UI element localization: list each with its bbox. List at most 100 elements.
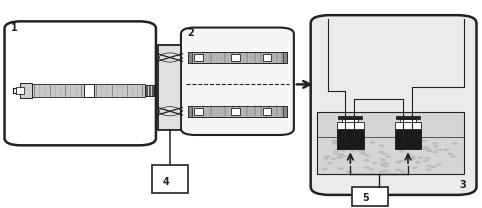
Circle shape: [336, 156, 342, 159]
Bar: [400, 119, 416, 122]
Text: 2: 2: [187, 28, 194, 38]
Circle shape: [436, 163, 442, 166]
Bar: [351, 187, 388, 206]
Circle shape: [368, 168, 374, 171]
Circle shape: [340, 149, 346, 152]
Text: 4: 4: [162, 177, 169, 187]
Circle shape: [359, 150, 365, 152]
Circle shape: [427, 150, 432, 152]
Bar: [283, 52, 287, 63]
Circle shape: [423, 160, 428, 162]
Circle shape: [426, 148, 431, 150]
Circle shape: [383, 170, 388, 172]
Circle shape: [384, 162, 389, 165]
Bar: [188, 52, 287, 63]
Bar: [263, 108, 271, 115]
Bar: [342, 119, 358, 122]
Circle shape: [338, 153, 344, 156]
Bar: [283, 105, 287, 117]
Circle shape: [381, 165, 387, 167]
Circle shape: [423, 146, 429, 148]
Bar: [83, 84, 94, 97]
Text: 1: 1: [11, 23, 18, 33]
Bar: [145, 85, 155, 96]
FancyBboxPatch shape: [4, 21, 156, 145]
Bar: [395, 129, 421, 150]
Circle shape: [383, 165, 389, 167]
Circle shape: [410, 158, 415, 160]
Circle shape: [357, 150, 363, 152]
Circle shape: [378, 151, 384, 153]
Circle shape: [360, 151, 366, 153]
Circle shape: [364, 166, 370, 169]
Bar: [337, 129, 363, 150]
Circle shape: [426, 165, 431, 167]
Circle shape: [396, 146, 402, 149]
Circle shape: [355, 140, 361, 142]
Circle shape: [343, 144, 349, 146]
Circle shape: [395, 161, 401, 164]
Circle shape: [407, 145, 413, 147]
Bar: [395, 122, 421, 129]
Circle shape: [437, 149, 442, 151]
Circle shape: [340, 149, 346, 151]
Circle shape: [415, 146, 421, 149]
Circle shape: [406, 153, 412, 156]
Bar: [338, 116, 362, 119]
Circle shape: [372, 162, 378, 164]
Bar: [194, 108, 202, 115]
Circle shape: [410, 156, 416, 158]
Circle shape: [361, 152, 366, 155]
Bar: [396, 116, 420, 119]
Bar: [188, 105, 287, 117]
Circle shape: [336, 156, 342, 158]
Circle shape: [331, 158, 336, 160]
Circle shape: [400, 170, 405, 173]
Circle shape: [327, 162, 333, 164]
Circle shape: [323, 157, 329, 160]
Circle shape: [399, 150, 404, 153]
Bar: [337, 122, 363, 129]
Circle shape: [350, 150, 356, 152]
Circle shape: [380, 164, 386, 166]
Bar: [231, 54, 240, 61]
Circle shape: [421, 140, 427, 142]
Circle shape: [370, 141, 375, 144]
Bar: [263, 54, 271, 61]
Circle shape: [432, 142, 438, 145]
Bar: [188, 52, 192, 63]
Circle shape: [364, 154, 370, 157]
FancyBboxPatch shape: [181, 27, 294, 135]
Circle shape: [386, 155, 391, 158]
Bar: [317, 112, 464, 174]
Circle shape: [380, 162, 386, 165]
Circle shape: [450, 156, 456, 158]
Bar: [194, 54, 202, 61]
Circle shape: [348, 158, 354, 160]
Text: 3: 3: [460, 180, 467, 190]
Circle shape: [426, 168, 432, 171]
Circle shape: [395, 169, 401, 171]
Circle shape: [382, 153, 388, 155]
Circle shape: [324, 155, 330, 158]
Circle shape: [338, 167, 344, 170]
Circle shape: [363, 159, 369, 162]
Circle shape: [425, 157, 430, 159]
Circle shape: [412, 166, 418, 169]
Circle shape: [335, 140, 341, 143]
Circle shape: [379, 170, 385, 173]
Circle shape: [423, 148, 428, 150]
Circle shape: [332, 142, 338, 145]
Circle shape: [334, 149, 339, 152]
Circle shape: [415, 161, 420, 163]
Circle shape: [341, 155, 347, 157]
Circle shape: [380, 159, 386, 161]
Circle shape: [430, 166, 436, 168]
Bar: [20, 83, 32, 98]
Circle shape: [433, 145, 439, 148]
Circle shape: [418, 156, 424, 159]
Circle shape: [418, 146, 424, 149]
Circle shape: [342, 141, 348, 144]
Circle shape: [399, 160, 404, 162]
Circle shape: [379, 144, 385, 147]
